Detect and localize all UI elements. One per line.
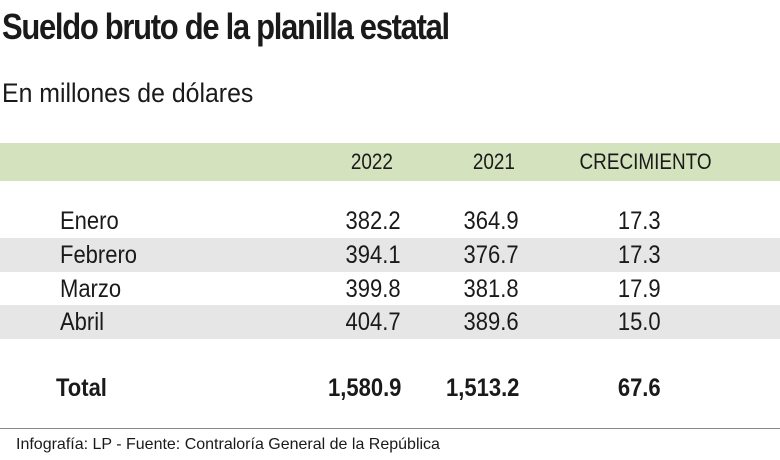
row-label: Enero xyxy=(60,207,119,235)
footer: Infografía: LP - Fuente: Contraloría Gen… xyxy=(16,436,440,453)
divider xyxy=(0,428,780,429)
header-band xyxy=(0,143,780,181)
row-band xyxy=(0,238,780,272)
total-value: 1,513.2 xyxy=(445,374,519,402)
total-value: 1,580.9 xyxy=(327,374,401,402)
cell-value: 394.1 xyxy=(345,241,401,269)
cell-value: 17.3 xyxy=(618,207,661,235)
column-header: 2021 xyxy=(472,149,515,174)
cell-value: 389.6 xyxy=(463,308,519,336)
cell-value: 376.7 xyxy=(463,241,519,269)
cell-value: 381.8 xyxy=(463,275,519,303)
column-header: CRECIMIENTO xyxy=(579,149,712,174)
cell-value: 15.0 xyxy=(618,308,661,336)
row-band xyxy=(0,305,780,339)
subtitle: En millones de dólares xyxy=(2,78,254,108)
cell-value: 364.9 xyxy=(463,207,519,235)
cell-value: 17.9 xyxy=(618,275,661,303)
cell-value: 382.2 xyxy=(345,207,401,235)
cell-value: 399.8 xyxy=(345,275,401,303)
cell-value: 404.7 xyxy=(345,308,401,336)
column-header: 2022 xyxy=(350,149,393,174)
total-label: Total xyxy=(56,374,107,402)
total-value: 67.6 xyxy=(618,374,661,402)
row-label: Marzo xyxy=(60,275,122,303)
title: Sueldo bruto de la planilla estatal xyxy=(2,6,450,47)
row-label: Febrero xyxy=(60,241,138,269)
row-label: Abril xyxy=(60,308,105,336)
cell-value: 17.3 xyxy=(618,241,661,269)
